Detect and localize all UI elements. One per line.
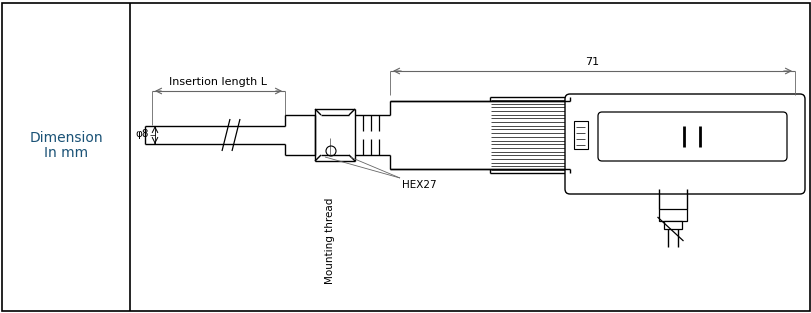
FancyBboxPatch shape xyxy=(564,94,804,194)
Text: In mm: In mm xyxy=(44,146,88,160)
Text: Dimension: Dimension xyxy=(29,131,103,145)
Bar xyxy=(659,209,687,221)
Bar xyxy=(663,221,682,229)
FancyBboxPatch shape xyxy=(597,112,786,161)
Text: HEX27: HEX27 xyxy=(401,180,436,190)
Text: φ8: φ8 xyxy=(135,129,148,139)
Text: Mounting thread: Mounting thread xyxy=(324,198,335,285)
Text: Insertion length L: Insertion length L xyxy=(169,77,267,87)
Text: 71: 71 xyxy=(585,57,599,67)
Bar xyxy=(573,121,587,149)
